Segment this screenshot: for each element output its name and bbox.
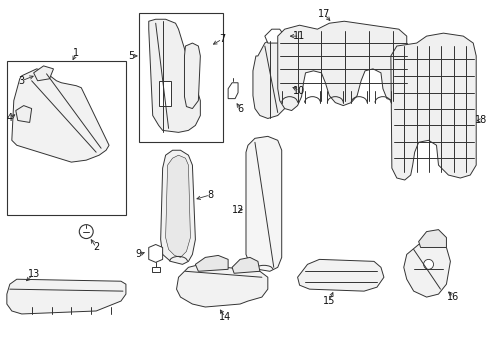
Polygon shape bbox=[404, 242, 450, 297]
Polygon shape bbox=[184, 43, 200, 109]
Text: 14: 14 bbox=[219, 312, 231, 322]
Text: 4: 4 bbox=[7, 113, 13, 123]
Text: 16: 16 bbox=[447, 292, 460, 302]
Polygon shape bbox=[176, 264, 268, 307]
Text: 11: 11 bbox=[294, 31, 306, 41]
Text: 1: 1 bbox=[73, 48, 79, 58]
Polygon shape bbox=[149, 244, 163, 262]
Bar bbox=[7, 61, 126, 215]
Polygon shape bbox=[418, 230, 446, 247]
Polygon shape bbox=[12, 69, 109, 162]
Polygon shape bbox=[16, 105, 32, 122]
Text: 5: 5 bbox=[128, 51, 134, 61]
Polygon shape bbox=[297, 260, 384, 291]
Text: 3: 3 bbox=[19, 76, 25, 86]
Polygon shape bbox=[34, 66, 53, 81]
Polygon shape bbox=[265, 29, 285, 43]
Text: 9: 9 bbox=[136, 249, 142, 260]
Text: 8: 8 bbox=[207, 190, 213, 200]
Polygon shape bbox=[391, 33, 476, 180]
Text: 18: 18 bbox=[475, 116, 487, 126]
Circle shape bbox=[424, 260, 434, 269]
Polygon shape bbox=[232, 257, 260, 273]
Text: 15: 15 bbox=[323, 296, 336, 306]
Bar bbox=[139, 13, 223, 142]
Polygon shape bbox=[7, 279, 126, 314]
Polygon shape bbox=[253, 39, 288, 118]
Polygon shape bbox=[159, 81, 171, 105]
Bar bbox=[152, 267, 160, 272]
Polygon shape bbox=[278, 21, 407, 111]
Polygon shape bbox=[166, 155, 191, 257]
Polygon shape bbox=[149, 19, 200, 132]
Circle shape bbox=[79, 225, 93, 239]
Polygon shape bbox=[196, 255, 228, 271]
Text: 2: 2 bbox=[93, 243, 99, 252]
Text: 7: 7 bbox=[219, 34, 225, 44]
Text: 12: 12 bbox=[232, 205, 244, 215]
Text: 13: 13 bbox=[27, 269, 40, 279]
Text: 17: 17 bbox=[318, 9, 331, 19]
Text: 6: 6 bbox=[237, 104, 243, 113]
Polygon shape bbox=[228, 83, 238, 99]
Polygon shape bbox=[161, 150, 196, 264]
Polygon shape bbox=[246, 136, 282, 271]
Text: 10: 10 bbox=[294, 86, 306, 96]
